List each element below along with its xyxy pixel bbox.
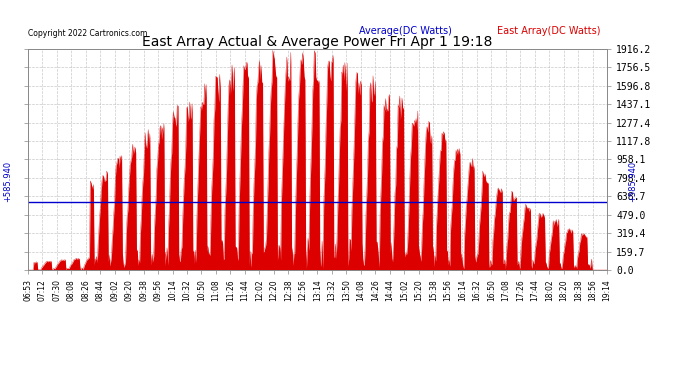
Text: Average(DC Watts): Average(DC Watts): [359, 26, 452, 36]
Text: +585.940: +585.940: [628, 161, 637, 202]
Text: +585.940: +585.940: [3, 161, 12, 202]
Text: East Array(DC Watts): East Array(DC Watts): [497, 26, 600, 36]
Text: Copyright 2022 Cartronics.com: Copyright 2022 Cartronics.com: [28, 28, 147, 38]
Title: East Array Actual & Average Power Fri Apr 1 19:18: East Array Actual & Average Power Fri Ap…: [142, 35, 493, 49]
